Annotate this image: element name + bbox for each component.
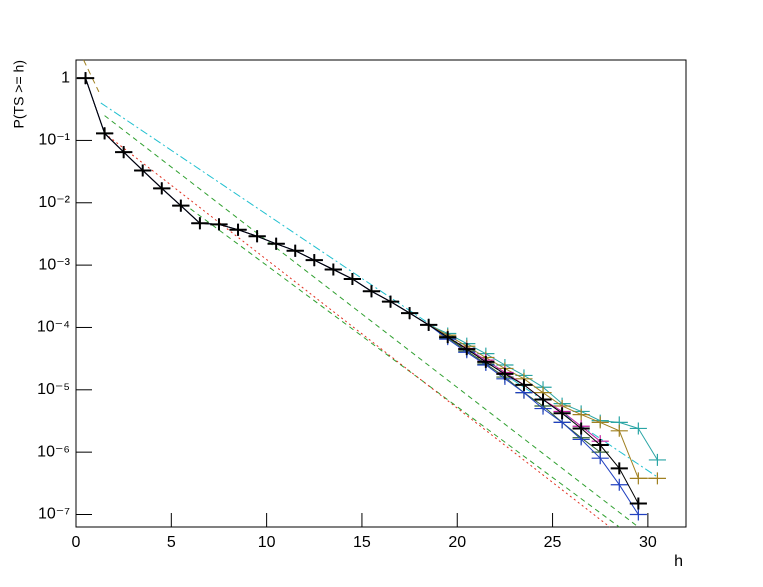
data-marker bbox=[343, 272, 361, 285]
x-tick-label: 0 bbox=[72, 534, 81, 551]
data-marker bbox=[610, 424, 628, 437]
data-marker bbox=[648, 472, 666, 485]
data-marker bbox=[96, 127, 114, 140]
data-marker bbox=[648, 453, 666, 466]
data-marker bbox=[229, 223, 247, 236]
data-marker bbox=[629, 472, 647, 485]
data-marker bbox=[477, 355, 495, 368]
data-marker bbox=[572, 433, 590, 446]
y-tick-label: 10⁻¹ bbox=[38, 132, 70, 149]
data-marker bbox=[134, 164, 152, 177]
data-marker bbox=[420, 318, 438, 331]
data-marker bbox=[591, 439, 609, 452]
data-marker bbox=[629, 497, 647, 510]
y-tick-label: 10⁻² bbox=[38, 194, 70, 211]
y-tick-label: 10⁻⁷ bbox=[38, 506, 70, 523]
data-marker bbox=[553, 407, 571, 420]
data-marker bbox=[248, 230, 266, 243]
y-tick-label: 10⁻⁴ bbox=[37, 319, 70, 336]
data-marker bbox=[458, 343, 476, 356]
data-marker bbox=[324, 263, 342, 276]
y-tick-label: 10⁻³ bbox=[38, 256, 70, 273]
y-tick-label: 10⁻⁶ bbox=[37, 443, 70, 460]
x-tick-label: 15 bbox=[353, 534, 371, 551]
x-tick-label: 5 bbox=[167, 534, 176, 551]
data-marker bbox=[381, 295, 400, 308]
data-marker bbox=[267, 237, 285, 250]
data-marker bbox=[362, 285, 381, 298]
x-axis-label: h bbox=[674, 553, 683, 570]
reference-line bbox=[104, 115, 639, 528]
reference-line bbox=[83, 59, 100, 93]
x-tick-label: 20 bbox=[448, 534, 466, 551]
data-marker bbox=[172, 199, 190, 212]
data-marker bbox=[76, 72, 95, 85]
series-line bbox=[85, 77, 658, 461]
data-marker bbox=[153, 182, 171, 195]
reference-line bbox=[104, 132, 611, 528]
data-marker bbox=[610, 478, 628, 491]
data-marker bbox=[629, 508, 647, 521]
x-tick-label: 10 bbox=[258, 534, 276, 551]
data-marker bbox=[305, 254, 323, 267]
data-marker bbox=[439, 331, 457, 344]
x-tick-label: 25 bbox=[544, 534, 562, 551]
plot-frame bbox=[75, 59, 687, 528]
y-tick-label: 10⁻⁵ bbox=[37, 381, 70, 398]
data-marker bbox=[115, 146, 133, 159]
data-marker bbox=[210, 218, 228, 231]
data-marker bbox=[496, 367, 514, 380]
series-line bbox=[85, 77, 639, 515]
data-marker bbox=[191, 217, 209, 230]
data-marker bbox=[629, 422, 647, 435]
data-marker bbox=[515, 378, 533, 391]
data-marker bbox=[286, 244, 304, 257]
data-marker bbox=[572, 422, 590, 435]
data-marker bbox=[591, 452, 609, 465]
y-tick-label: 1 bbox=[61, 69, 70, 86]
reference-line bbox=[190, 208, 620, 528]
data-marker bbox=[572, 408, 590, 421]
data-marker bbox=[591, 416, 609, 429]
series-line bbox=[85, 77, 639, 504]
y-axis-label: P(TS >= h) bbox=[11, 60, 27, 128]
data-marker bbox=[610, 462, 628, 475]
data-marker bbox=[534, 393, 552, 406]
x-tick-label: 30 bbox=[639, 534, 657, 551]
data-marker bbox=[401, 307, 419, 320]
